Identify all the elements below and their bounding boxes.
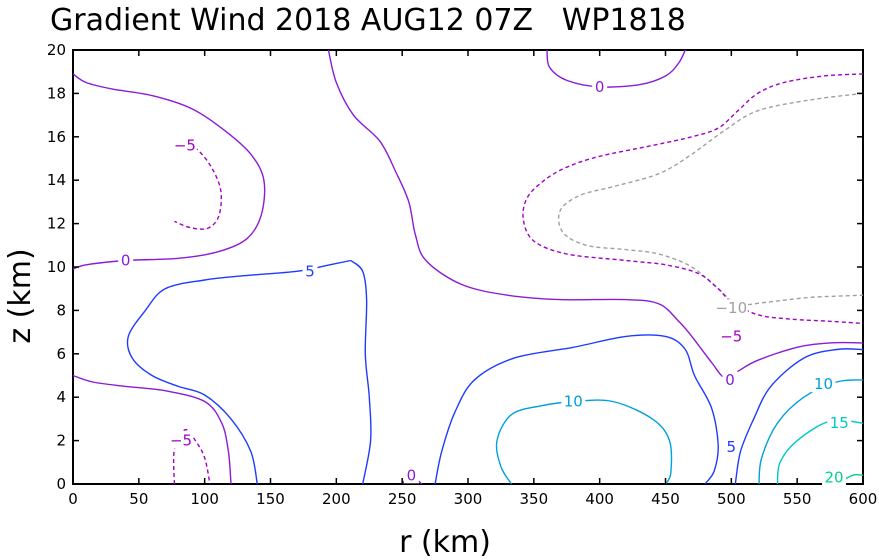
contour-label-bg: [723, 438, 739, 456]
contour-label: 0: [725, 371, 735, 389]
contour-line-5: [734, 348, 863, 484]
x-tick-label: 600: [849, 490, 878, 508]
contour-label: 15: [830, 414, 849, 432]
contour-lines: [73, 50, 863, 484]
y-tick-label: 8: [56, 301, 66, 319]
y-tick-label: 10: [47, 258, 66, 276]
x-tick-label: 0: [68, 490, 78, 508]
x-tick-label: 500: [717, 490, 746, 508]
contour-label: 0: [407, 466, 417, 484]
contour-label-bg: [561, 392, 586, 410]
contour-label-bg: [719, 327, 744, 345]
y-tick-label: 2: [56, 432, 66, 450]
plot-frame: [72, 49, 864, 485]
contour-label: −5: [720, 327, 742, 345]
contour-line-5: [434, 334, 719, 484]
x-tick-label: 200: [322, 490, 351, 508]
x-tick-label: 250: [388, 490, 417, 508]
contour-label-bg: [722, 370, 738, 388]
x-tick-label: 300: [454, 490, 483, 508]
x-axis-ticks: 0 50 100 150 200 250 300 350 400 450 500 550 600: [68, 50, 877, 508]
contour-label: 10: [814, 375, 833, 393]
y-tick-label: 12: [47, 215, 66, 233]
contour-label-bg: [172, 136, 197, 154]
contour-label: 0: [121, 252, 131, 270]
y-tick-label: 16: [47, 128, 66, 146]
contour-line-neg5: [174, 143, 223, 230]
contour-label: 5: [727, 438, 737, 456]
y-axis-ticks: 0 2 4 6 8 10 12 14 16 18 20: [47, 41, 863, 493]
contour-label-bg: [169, 431, 193, 449]
y-tick-label: 4: [56, 388, 66, 406]
contour-label-bg: [822, 468, 846, 486]
x-tick-label: 400: [585, 490, 614, 508]
contour-label: 0: [595, 78, 605, 96]
contour-label-bg: [827, 414, 852, 432]
contour-label-bg: [592, 77, 608, 95]
contour-line-10: [758, 379, 863, 484]
contour-label: 5: [305, 262, 315, 280]
y-tick-label: 18: [47, 84, 66, 102]
contour-line-0: [546, 50, 686, 88]
contour-line-0: [73, 73, 266, 270]
contour-label-bg: [302, 262, 318, 280]
contour-label: −10: [715, 299, 747, 317]
y-axis-title: z (km): [3, 248, 38, 343]
x-tick-label: 100: [190, 490, 219, 508]
contour-line-10: [495, 399, 673, 484]
contour-label: −5: [174, 137, 196, 155]
y-tick-label: 14: [47, 171, 66, 189]
x-tick-label: 50: [129, 490, 148, 508]
contour-line-5: [350, 259, 372, 484]
x-tick-label: 150: [256, 490, 285, 508]
contour-line-neg5: [522, 73, 863, 325]
y-tick-label: 6: [56, 345, 66, 363]
x-tick-label: 550: [783, 490, 812, 508]
contour-line-0: [327, 50, 863, 379]
contour-line-neg10: [557, 92, 863, 306]
contour-label: 10: [564, 393, 583, 411]
contour-line-0: [73, 374, 232, 484]
contour-label-bg: [403, 466, 419, 484]
contour-label-bg: [714, 299, 748, 317]
x-tick-label: 350: [520, 490, 549, 508]
y-tick-label: 20: [47, 41, 66, 59]
contour-line-5: [126, 259, 351, 484]
chart-title: Gradient Wind 2018 AUG12 07Z WP1818: [50, 3, 686, 38]
contour-label: −5: [170, 432, 192, 450]
contour-label-bg: [811, 375, 836, 393]
contour-labels: 0 5 −5 0 −10 −5 0 10 15 20 10 5 −5 0: [118, 77, 852, 487]
contour-label: 20: [824, 469, 843, 487]
y-tick-label: 0: [56, 475, 66, 493]
contour-label-bg: [118, 251, 134, 269]
x-tick-label: 450: [651, 490, 680, 508]
x-axis-title: r (km): [399, 525, 491, 560]
